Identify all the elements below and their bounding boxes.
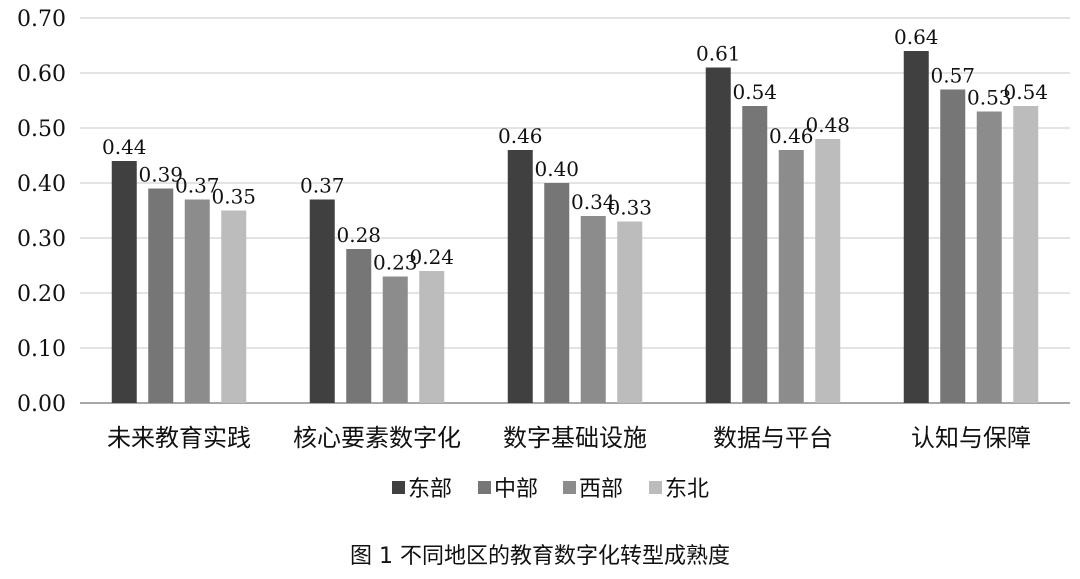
- bars: [111, 51, 1039, 403]
- legend-label: 西部: [579, 477, 623, 502]
- y-tick-label: 0.30: [17, 227, 66, 252]
- y-axis-tick-labels: 0.00 0.10 0.20 0.30 0.40 0.50 0.60 0.70: [17, 7, 66, 417]
- data-label: 0.40: [534, 157, 579, 181]
- y-tick-label: 0.20: [17, 282, 66, 307]
- legend-label: 中部: [494, 477, 538, 502]
- bar: [742, 106, 768, 403]
- data-label: 0.34: [571, 190, 616, 214]
- data-label: 0.23: [373, 251, 418, 275]
- data-label: 0.53: [967, 86, 1012, 110]
- data-label: 0.48: [805, 113, 850, 137]
- data-label: 0.35: [211, 185, 256, 209]
- bar: [940, 89, 966, 403]
- data-label: 0.28: [336, 223, 381, 247]
- bar: [184, 199, 210, 403]
- data-label: 0.44: [102, 135, 147, 159]
- bar: [617, 221, 643, 403]
- data-label: 0.64: [894, 25, 939, 49]
- bar: [903, 51, 929, 403]
- bar: [419, 271, 445, 403]
- y-tick-label: 0.70: [17, 7, 66, 32]
- y-tick-label: 0.40: [17, 172, 66, 197]
- figure-caption: 图 1 不同地区的教育数字化转型成熟度: [350, 544, 730, 569]
- bar: [111, 161, 137, 403]
- category-label: 数据与平台: [713, 424, 833, 452]
- data-label: 0.24: [409, 245, 454, 269]
- category-label: 未来教育实践: [107, 424, 251, 452]
- data-labels: 0.440.390.370.35 0.370.280.230.240.460.40…: [102, 25, 1048, 275]
- bar: [580, 216, 606, 403]
- bar: [1013, 106, 1039, 403]
- legend-swatch: [563, 481, 576, 494]
- category-label: 认知与保障: [911, 424, 1031, 452]
- bar: [544, 183, 570, 403]
- category-label: 核心要素数字化: [293, 424, 461, 452]
- data-label: 0.37: [300, 174, 345, 198]
- x-axis-category-labels: 未来教育实践 核心要素数字化 数字基础设施 数据与平台 认知与保障: [107, 424, 1031, 452]
- legend-swatch: [649, 481, 662, 494]
- bar: [778, 150, 804, 403]
- y-tick-label: 0.00: [17, 392, 66, 417]
- bar: [815, 139, 841, 403]
- data-label: 0.39: [138, 163, 183, 187]
- bar: [705, 67, 731, 403]
- bar: [309, 199, 335, 403]
- legend-label: 东北: [665, 477, 709, 502]
- bar: [221, 210, 247, 403]
- legend-swatch: [478, 481, 491, 494]
- data-label: 0.54: [1003, 80, 1048, 104]
- y-tick-label: 0.10: [17, 337, 66, 362]
- category-label: 数字基础设施: [503, 424, 647, 452]
- bar: [148, 188, 174, 403]
- data-label: 0.33: [607, 196, 652, 220]
- data-label: 0.37: [175, 174, 220, 198]
- data-label: 0.46: [498, 124, 543, 148]
- bar: [382, 276, 408, 403]
- legend-swatch: [392, 481, 405, 494]
- y-tick-label: 0.50: [17, 117, 66, 142]
- bar: [346, 249, 372, 403]
- legend: 东部 中部 西部 东北: [372, 470, 724, 506]
- data-label: 0.61: [696, 42, 741, 66]
- bar: [976, 111, 1002, 403]
- data-label: 0.57: [930, 64, 975, 88]
- legend-box: [372, 470, 724, 506]
- y-tick-label: 0.60: [17, 62, 66, 87]
- data-label: 0.54: [732, 80, 777, 104]
- bar: [507, 150, 533, 403]
- legend-label: 东部: [408, 477, 452, 502]
- data-label: 0.46: [769, 124, 814, 148]
